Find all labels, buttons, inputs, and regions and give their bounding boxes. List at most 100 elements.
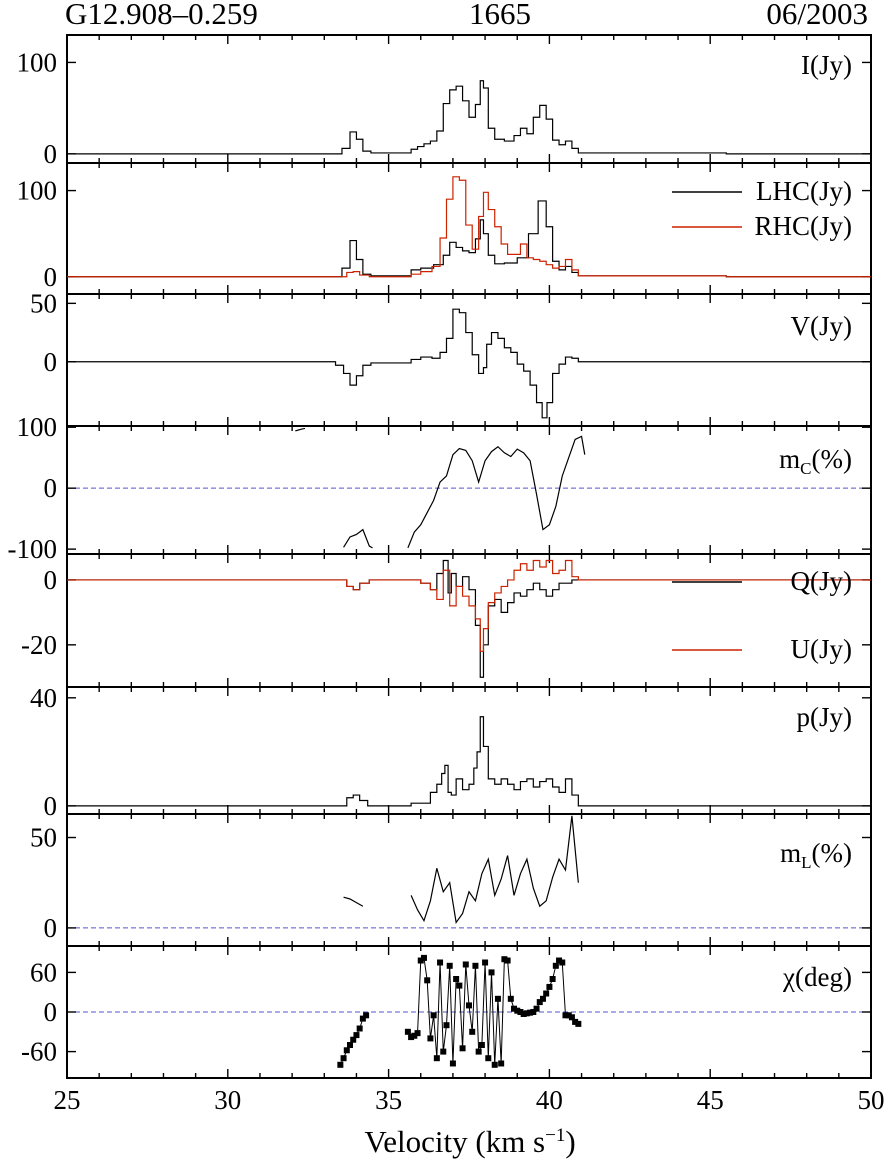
chi-point <box>520 1010 527 1017</box>
series-ijy-line <box>67 80 871 155</box>
panel-LR: 0 100 LHC(Jy) RHC(Jy) <box>17 162 872 295</box>
y-tick-label: 0 <box>44 565 58 595</box>
x-tick-label: 50 <box>858 1085 885 1115</box>
chi-point <box>491 1061 498 1068</box>
y-tick-label: -20 <box>21 630 57 660</box>
chi-point <box>475 1048 482 1055</box>
panel-frame <box>66 162 872 295</box>
series-lhcjy-line <box>67 200 871 278</box>
chi-point <box>469 1028 476 1035</box>
x-tick-label: 35 <box>375 1085 402 1115</box>
panel-frame <box>66 813 872 947</box>
panel-mL: 0 50 mL(%) <box>30 813 872 947</box>
y-tick-label: 0 <box>44 997 58 1027</box>
panel-p: 0 40 p(Jy) <box>30 683 872 821</box>
series-ujy-line <box>67 559 871 652</box>
chi-point <box>517 1009 524 1015</box>
x-axis-label: Velocity (km s−1) <box>364 1124 575 1159</box>
chi-point <box>417 957 424 964</box>
chi-point <box>514 1007 521 1014</box>
series-mc-line <box>407 435 586 549</box>
y-tick-label: 0 <box>44 791 58 821</box>
series-ml-line <box>343 896 364 907</box>
chi-point <box>424 977 431 984</box>
y-tick-label: 100 <box>17 176 58 206</box>
series-qjy-line <box>67 559 871 678</box>
panel-frame <box>66 34 872 164</box>
chi-point <box>347 1042 354 1048</box>
series-rhcjy-line <box>67 176 871 278</box>
chi-point <box>482 959 489 966</box>
chi-point <box>420 954 427 961</box>
chi-point <box>430 1012 437 1019</box>
chi-point <box>527 1009 534 1016</box>
chi-point <box>472 962 479 969</box>
y-tick-label: 0 <box>44 262 58 292</box>
y-tick-label: 100 <box>17 412 58 442</box>
x-tick-label: 30 <box>214 1085 241 1115</box>
chi-point <box>485 1055 492 1062</box>
series-mc-line <box>295 427 306 432</box>
panel-label: p(Jy) <box>797 702 853 732</box>
chi-point <box>523 1010 530 1017</box>
chi-point <box>533 1005 540 1012</box>
chi-point <box>459 1045 466 1052</box>
series-mc-line <box>343 528 373 549</box>
chi-point <box>501 956 508 963</box>
panel-label: mC(%) <box>779 444 852 478</box>
panel-I: 0 100 I(Jy) <box>17 34 872 169</box>
chi-point <box>507 995 514 1002</box>
chi-point <box>453 976 460 982</box>
chi-point <box>340 1055 347 1062</box>
series-vjy-line <box>67 308 871 419</box>
chi-point <box>559 959 566 966</box>
panel-chi: -60 0 60 χ(deg) <box>21 945 872 1079</box>
chi-point <box>350 1036 357 1043</box>
chi-point <box>552 962 559 969</box>
panel-frame <box>66 553 872 688</box>
source-name: G12.908–0.259 <box>65 0 258 31</box>
chi-point <box>543 990 550 997</box>
series-pjy-line <box>67 716 871 807</box>
panel-label: χ(deg) <box>782 962 852 992</box>
x-tick-label: 45 <box>697 1085 724 1115</box>
chi-point <box>572 1018 579 1025</box>
chi-point <box>433 1055 440 1062</box>
observation-date: 06/2003 <box>766 0 868 31</box>
y-tick-label: 0 <box>44 913 58 943</box>
chi-point <box>437 959 444 966</box>
legend-label: U(Jy) <box>791 634 853 664</box>
chi-point <box>549 976 556 982</box>
chi-point <box>363 1012 370 1019</box>
y-tick-label: 50 <box>30 823 57 853</box>
chi-point <box>404 1028 411 1035</box>
legend-label: RHC(Jy) <box>754 211 852 241</box>
y-tick-label: -60 <box>21 1037 57 1067</box>
chi-point <box>427 1035 434 1042</box>
chi-point <box>488 969 495 976</box>
panel-V: 0 50 V(Jy) <box>30 288 872 427</box>
chi-point <box>536 999 543 1006</box>
y-tick-label: 40 <box>30 683 57 713</box>
chi-point <box>449 1060 456 1067</box>
chi-point <box>446 962 453 969</box>
chi-point <box>562 1012 569 1019</box>
legend-label: Q(Jy) <box>791 566 853 596</box>
panel-frame <box>66 425 872 555</box>
panel-mc: -100 0 100 mC(%) <box>8 412 872 564</box>
chi-point <box>359 1015 366 1022</box>
y-tick-label: 100 <box>17 47 58 77</box>
chi-point <box>565 1012 572 1019</box>
chi-point <box>440 1048 447 1055</box>
chi-point <box>356 1025 363 1032</box>
legend-label: LHC(Jy) <box>756 176 852 206</box>
panel-label: V(Jy) <box>791 311 853 341</box>
chi-point <box>568 1014 575 1021</box>
y-tick-label: 60 <box>30 957 57 987</box>
chi-point <box>539 995 546 1002</box>
chi-point <box>511 1005 518 1012</box>
x-tick-label: 40 <box>536 1085 563 1115</box>
chi-point <box>414 1030 421 1037</box>
